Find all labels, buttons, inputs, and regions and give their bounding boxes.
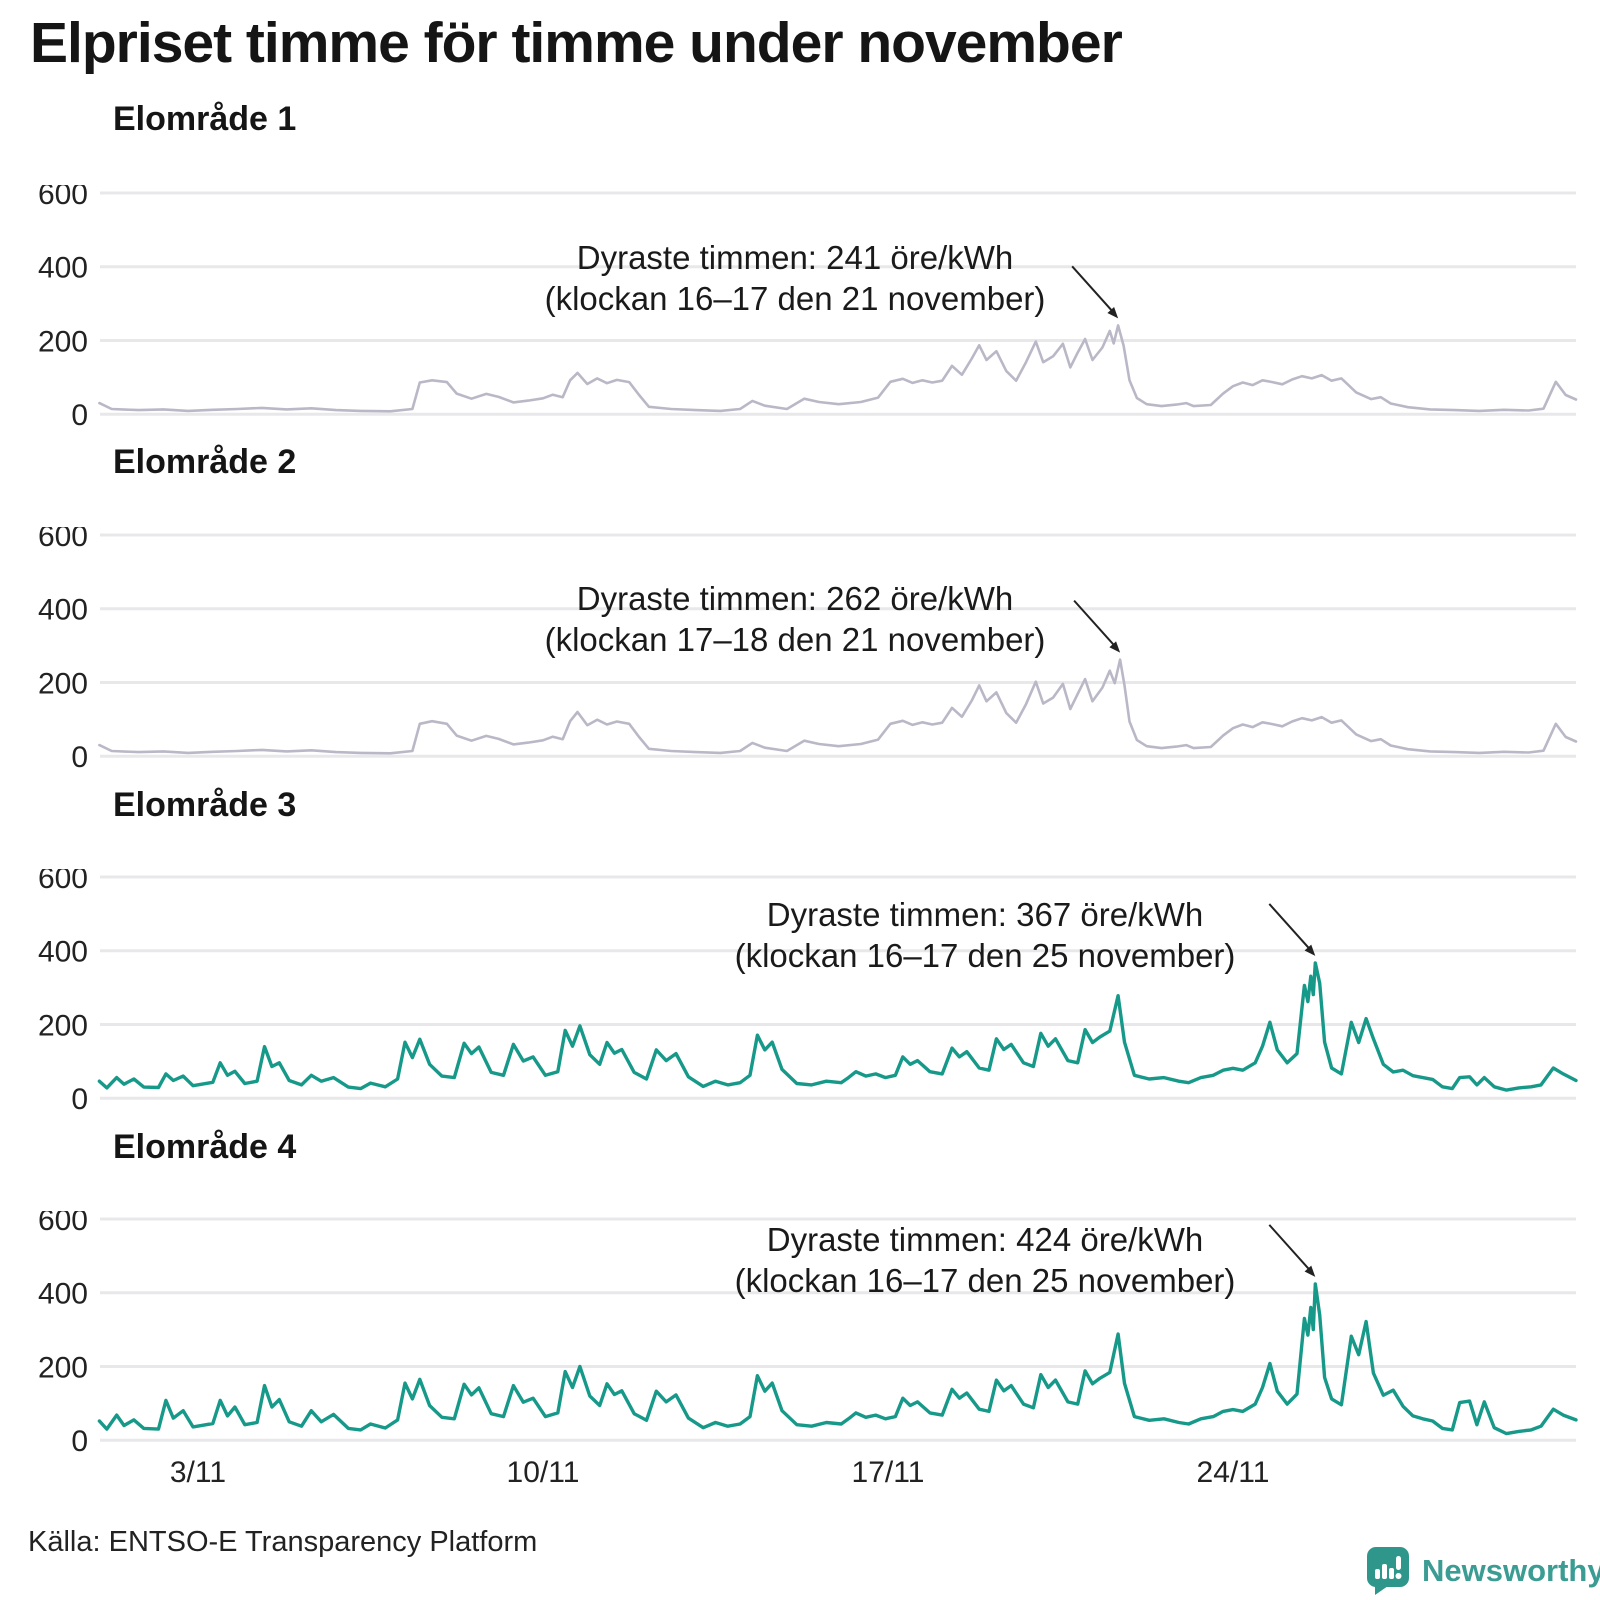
annotation-line2: (klockan 17–18 den 21 november)	[544, 621, 1046, 658]
newsworthy-logo-icon	[1367, 1547, 1409, 1595]
y-tick-label: 400	[38, 936, 88, 969]
annotation-peak-elomrade-3: Dyraste timmen: 367 öre/kWh (klockan 16–…	[645, 894, 1325, 976]
y-tick-label: 0	[71, 1425, 88, 1458]
newsworthy-logo: Newsworthy	[1366, 1546, 1600, 1596]
x-tick-label: 17/11	[852, 1456, 925, 1489]
y-tick-label: 400	[38, 1278, 88, 1311]
annotation-line2: (klockan 16–17 den 25 november)	[734, 937, 1236, 974]
y-tick-label: 0	[71, 1083, 88, 1116]
annotation-line1: Dyraste timmen: 241 öre/kWh	[576, 239, 1014, 276]
y-tick-label: 0	[71, 741, 88, 774]
newsworthy-logo-text: Newsworthy	[1422, 1553, 1600, 1588]
y-tick-label: 200	[38, 1351, 88, 1384]
line-chart-elomrade-2: 600 400 200 0	[38, 527, 1578, 774]
y-tick-label: 0	[71, 399, 88, 432]
x-tick-label: 24/11	[1197, 1456, 1270, 1489]
annotation-line2: (klockan 16–17 den 25 november)	[734, 1262, 1236, 1299]
panel-title-elomrade-3: Elområde 3	[113, 786, 297, 824]
line-series	[97, 1282, 1578, 1436]
y-tick-label: 600	[38, 1211, 88, 1237]
annotation-peak-elomrade-2: Dyraste timmen: 262 öre/kWh (klockan 17–…	[455, 578, 1135, 660]
y-tick-label: 400	[38, 252, 88, 285]
annotation-line2: (klockan 16–17 den 21 november)	[544, 280, 1046, 317]
y-tick-label: 200	[38, 325, 88, 358]
annotation-line1: Dyraste timmen: 424 öre/kWh	[766, 1221, 1204, 1258]
y-tick-label: 600	[38, 527, 88, 553]
annotation-line1: Dyraste timmen: 367 öre/kWh	[766, 896, 1204, 933]
chart-title: Elpriset timme för timme under november	[30, 11, 1123, 75]
line-series	[98, 324, 1578, 413]
y-tick-label: 600	[38, 185, 88, 211]
annotation-line1: Dyraste timmen: 262 öre/kWh	[576, 580, 1014, 617]
panel-title-elomrade-1: Elområde 1	[113, 100, 297, 138]
y-tick-label: 600	[38, 869, 88, 895]
y-tick-label: 200	[38, 667, 88, 700]
line-series	[98, 658, 1578, 755]
y-tick-label: 200	[38, 1009, 88, 1042]
annotation-peak-elomrade-1: Dyraste timmen: 241 öre/kWh (klockan 16–…	[455, 237, 1135, 319]
y-tick-label: 400	[38, 594, 88, 627]
annotation-peak-elomrade-4: Dyraste timmen: 424 öre/kWh (klockan 16–…	[645, 1219, 1325, 1301]
panel-title-elomrade-4: Elområde 4	[113, 1128, 297, 1166]
panel-title-elomrade-2: Elområde 2	[113, 443, 297, 481]
x-tick-label: 3/11	[170, 1456, 226, 1489]
source-note: Källa: ENTSO-E Transparency Platform	[28, 1526, 538, 1558]
x-tick-label: 10/11	[507, 1456, 580, 1489]
line-series	[97, 961, 1578, 1092]
line-chart-elomrade-1: 600 400 200 0	[38, 185, 1578, 432]
